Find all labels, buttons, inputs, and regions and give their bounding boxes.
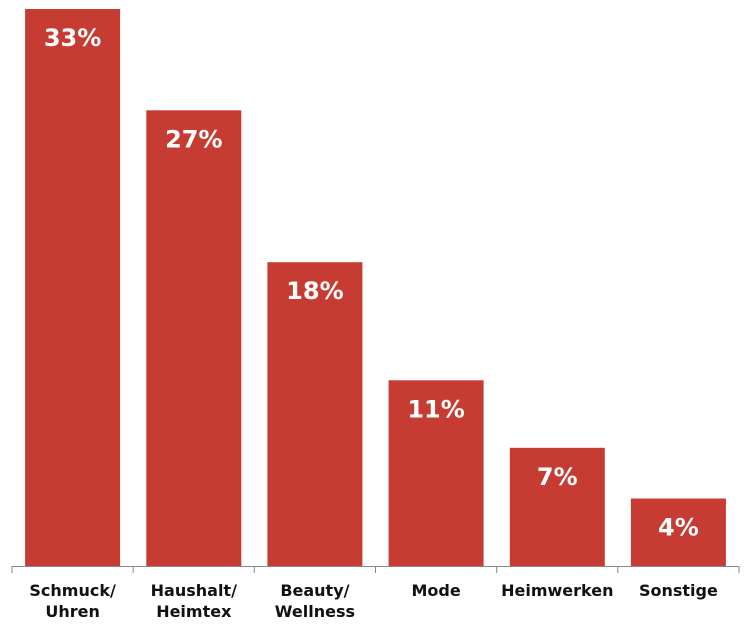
bar-1 [146,110,242,567]
x-tick-label-3: Mode [411,581,460,600]
x-tick-label-4-line-0: Heimwerken [501,581,613,600]
x-tick-label-0-line-0: Schmuck/ [29,581,116,600]
x-axis [11,566,740,573]
x-tick-label-1: Haushalt/Heimtex [151,581,237,621]
x-tick-labels: Schmuck/Uhren Haushalt/Heimtex Beauty/Well… [29,581,718,621]
data-label-3: 11% [407,395,464,423]
data-label-2: 18% [286,277,343,305]
bar-2 [267,262,363,566]
data-label-5: 4% [658,514,699,542]
data-label-1: 27% [165,125,222,153]
bar-5 [630,498,726,566]
data-label-4: 7% [537,463,578,491]
x-tick-label-2: Beauty/Wellness [275,581,355,621]
x-tick-label-4: Heimwerken [501,581,613,600]
bar-3 [388,380,484,566]
bar-4 [509,447,605,566]
x-tick-label-5: Sonstige [639,581,718,600]
x-tick-label-5-line-0: Sonstige [639,581,718,600]
x-tick-label-1-line-0: Haushalt/ [151,581,237,600]
bar-0 [25,9,121,566]
data-label-0: 33% [44,24,101,52]
x-tick-label-2-line-0: Beauty/ [280,581,349,600]
bars-group: 33% 27% 18% 11% 7% 4% [25,9,726,567]
x-tick-label-2-line-1: Wellness [275,602,355,621]
x-tick-label-0: Schmuck/Uhren [29,581,116,621]
x-tick-label-1-line-1: Heimtex [156,602,232,621]
x-tick-label-3-line-0: Mode [411,581,460,600]
x-tick-label-0-line-1: Uhren [45,602,100,621]
